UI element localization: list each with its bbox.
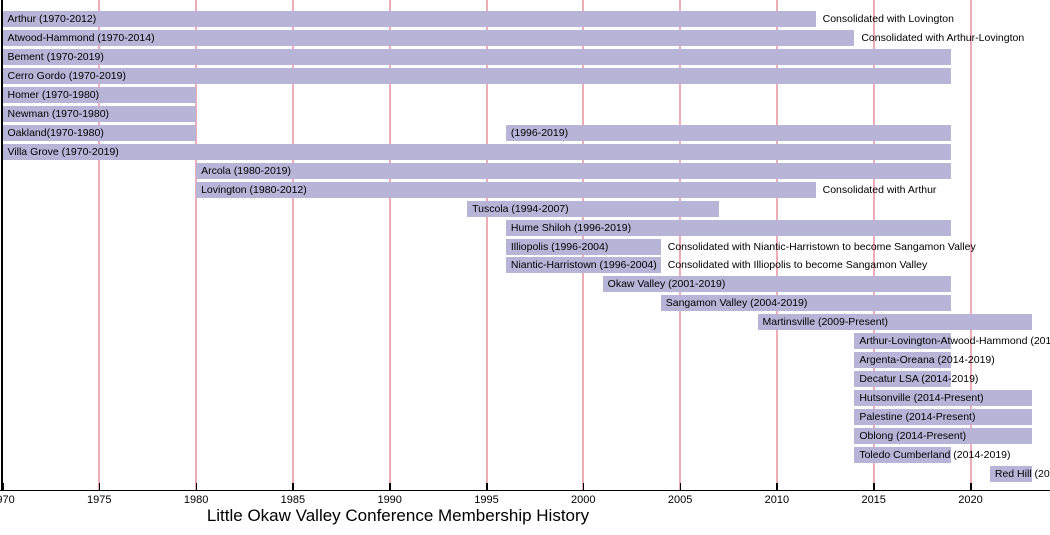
tick-label: 2015 — [861, 493, 886, 506]
timeline-bar — [2, 105, 197, 122]
tick-label: 1990 — [377, 493, 402, 506]
tick-mark — [389, 482, 391, 490]
bar-label: Atwood-Hammond (1970-2014) — [7, 31, 155, 44]
bar-label: Hume Shiloh (1996-2019) — [510, 221, 632, 234]
bar-label: Argenta-Oreana (2014-2019) — [859, 354, 995, 367]
timeline-bar — [660, 295, 952, 312]
timeline-bar — [467, 200, 719, 217]
timeline-bar — [2, 124, 197, 141]
consolidation-note: Consolidated with Illiopolis to become S… — [667, 259, 928, 272]
bar-label: Hutsonville (2014-Present) — [859, 392, 984, 405]
tick-mark — [486, 482, 488, 490]
bar-label: Palestine (2014-Present) — [859, 411, 976, 424]
bar-label: Lovington (1980-2012) — [201, 183, 307, 196]
bar-label: Martinsville (2009-Present) — [762, 316, 888, 329]
bar-label: Oblong (2014-Present) — [859, 430, 967, 443]
timeline-bar — [854, 428, 1033, 445]
timeline-bar — [854, 409, 1033, 426]
timeline-bar — [602, 276, 952, 293]
timeline-bar — [2, 11, 816, 27]
consolidation-note: Consolidated with Arthur — [822, 183, 937, 196]
timeline-bar — [505, 238, 661, 255]
consolidation-note: Consolidated with Arthur-Lovington — [861, 31, 1025, 44]
tick-label: 1975 — [87, 493, 112, 506]
bar-label: Toledo Cumberland (2014-2019) — [859, 449, 1011, 462]
bar-label: (1996-2019) — [510, 126, 569, 139]
timeline-bar — [989, 466, 1033, 483]
timeline-bar — [854, 333, 952, 350]
timeline-bar — [2, 29, 855, 46]
tick-mark — [98, 482, 101, 490]
x-axis-line — [0, 489, 1050, 491]
tick-label: 1980 — [183, 493, 209, 506]
tick-label: 1970 — [0, 493, 15, 506]
tick-label: 2005 — [667, 493, 693, 506]
timeline-bar — [505, 219, 952, 236]
bar-label: Niantic-Harristown (1996-2004) — [510, 259, 657, 272]
timeline-bar — [505, 257, 661, 274]
tick-mark — [679, 482, 682, 490]
bar-label: Arcola (1980-2019) — [201, 164, 291, 177]
timeline-bar — [854, 447, 952, 464]
bar-label: Okaw Valley (2001-2019) — [607, 278, 726, 291]
tick-label: 2010 — [764, 493, 790, 506]
tick-mark — [582, 482, 585, 490]
tick-label: 1995 — [474, 493, 499, 506]
bar-label: Sangamon Valley (2004-2019) — [665, 297, 808, 310]
timeline-bar — [196, 162, 952, 179]
bar-label: Newman (1970-1980) — [7, 107, 110, 120]
bar-label: Oakland(1970-1980) — [7, 126, 104, 139]
consolidation-note: Consolidated with Niantic-Harristown to … — [667, 240, 976, 253]
tick-label: 2000 — [571, 493, 596, 506]
tick-mark — [776, 482, 778, 490]
tick-mark — [970, 482, 972, 490]
timeline-bar — [854, 390, 1033, 407]
bar-label: Arthur-Lovington-Atwood-Hammond (2014 — [859, 335, 1050, 348]
bar-label: Red Hill (20 — [994, 468, 1050, 481]
timeline-bar — [2, 143, 952, 160]
timeline-bar — [854, 352, 952, 369]
tick-mark — [873, 482, 875, 490]
timeline-bar — [2, 67, 952, 84]
timeline-bar — [854, 371, 952, 388]
timeline-bar — [196, 181, 816, 198]
tick-label: 1985 — [280, 493, 306, 506]
tick-mark — [292, 482, 294, 490]
consolidation-note: Consolidated with Lovington — [822, 13, 954, 25]
bar-label: Tuscola (1994-2007) — [472, 202, 569, 215]
y-axis-spine — [1, 0, 3, 490]
bar-label: Arthur (1970-2012) — [7, 13, 97, 25]
tick-label: 2020 — [958, 493, 983, 506]
bar-label: Homer (1970-1980) — [7, 88, 100, 101]
bar-label: Villa Grove (1970-2019) — [7, 145, 119, 158]
timeline-bar — [505, 124, 952, 141]
timeline-bar — [2, 86, 197, 103]
chart-title: Little Okaw Valley Conference Membership… — [206, 506, 590, 525]
bar-label: Cerro Gordo (1970-2019) — [7, 69, 126, 82]
tick-mark — [2, 482, 4, 490]
timeline-bar — [757, 314, 1033, 331]
bar-label: Illiopolis (1996-2004) — [510, 240, 609, 253]
timeline-bar — [2, 48, 952, 65]
bar-label: Bement (1970-2019) — [7, 50, 104, 63]
tick-mark — [195, 482, 198, 490]
bar-label: Decatur LSA (2014-2019) — [859, 373, 979, 386]
